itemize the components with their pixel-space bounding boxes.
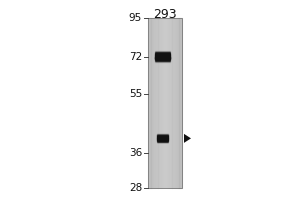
Text: 293: 293 [153, 8, 177, 21]
Bar [148, 18, 182, 188]
Polygon shape [184, 134, 191, 143]
Text: 28: 28 [129, 183, 142, 193]
Text: 55: 55 [129, 89, 142, 99]
Text: 36: 36 [129, 148, 142, 158]
Text: 72: 72 [129, 52, 142, 62]
Text: 95: 95 [129, 13, 142, 23]
